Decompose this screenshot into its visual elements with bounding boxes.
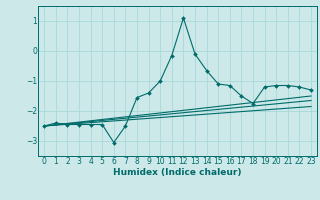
X-axis label: Humidex (Indice chaleur): Humidex (Indice chaleur)	[113, 168, 242, 177]
